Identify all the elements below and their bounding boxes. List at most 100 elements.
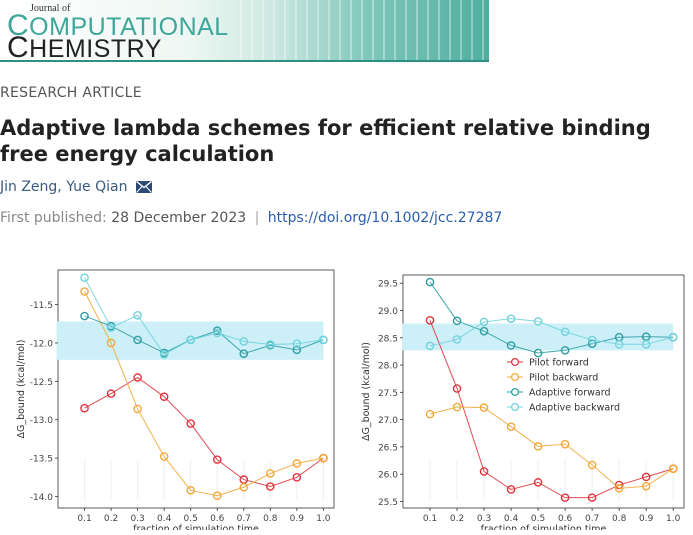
data-point [479,403,489,412]
data-point [239,337,249,346]
x-tick-label: 0.8 [612,514,627,524]
data-point [668,464,678,474]
x-tick-label: 0.3 [477,514,491,524]
legend-entry: Pilot forward [529,358,589,369]
data-point [266,340,275,349]
x-tick-label: 0.4 [504,514,519,524]
journal-logo-line2: CHEMISTRY [7,31,162,62]
data-point [133,310,142,320]
series-line-2 [429,281,674,354]
data-point [266,482,275,491]
series-line-3 [429,318,674,347]
data-point [506,314,516,323]
x-tick-label: 0.7 [585,514,599,524]
y-tick-label: -13.0 [30,416,54,426]
first-published-label: First published: [0,210,107,226]
data-point [533,442,543,451]
authors-text[interactable]: Jin Zeng, Yue Qian [0,179,128,195]
banner-background [0,0,489,62]
y-axis-label: ΔG_bound (kcal/mol) [16,339,27,438]
data-point [266,469,275,478]
y-tick-label: 28.5 [378,334,398,344]
data-point [212,455,222,464]
legend-marker [510,372,520,382]
article-type-label: RESEARCH ARTICLE [0,85,142,101]
x-tick-label: 0.9 [639,514,654,524]
y-tick-label: 27.0 [378,416,398,426]
x-tick-label: 0.2 [450,514,464,524]
x-axis-label: fraction of simulation time [481,524,607,530]
x-tick-label: 1.0 [316,514,331,524]
data-point [452,384,462,393]
data-point [159,452,169,461]
y-tick-label: 26.5 [378,443,398,453]
data-point [239,349,249,358]
data-point [292,339,302,349]
x-tick-label: 0.8 [263,514,278,524]
data-point [159,392,169,401]
data-point [292,459,302,468]
data-point [533,478,543,487]
y-tick-label: 29.5 [378,280,398,290]
data-point [587,460,597,470]
x-axis-label: fraction of simulation time [133,524,259,530]
doi-link[interactable]: https://doi.org/10.1002/jcc.27287 [267,210,503,226]
data-point [212,328,222,338]
legend-entry: Pilot backward [529,373,598,384]
x-tick-label: 0.1 [77,514,91,524]
data-point [425,277,435,287]
legend-entry: Adaptive forward [529,388,611,399]
series-line-1 [84,291,324,497]
plot-frame [57,269,335,509]
data-point [587,335,597,345]
data-point [106,323,116,332]
series-line-3 [84,277,324,356]
series-line-0 [429,320,674,499]
x-tick-label: 0.6 [210,514,225,524]
series-line-0 [84,376,324,488]
x-tick-label: 0.2 [104,514,118,524]
author-list: Jin Zeng, Yue Qian [0,179,152,197]
y-tick-label: -13.5 [30,455,53,465]
y-tick-label: -12.5 [30,378,53,388]
data-point [479,467,489,476]
data-point [425,341,435,351]
y-tick-label: 26.0 [378,471,398,481]
journal-of-text: Journal of [30,3,71,14]
y-tick-label: 28.0 [378,362,398,372]
y-tick-label: 25.5 [378,498,398,508]
data-point [641,481,651,491]
data-point [159,350,169,359]
data-point [452,316,462,326]
x-tick-label: 0.1 [423,514,437,524]
legend-marker [510,357,520,367]
data-point [186,419,195,428]
y-tick-label: -14.0 [30,493,54,503]
data-point [560,439,570,449]
data-point [80,287,89,296]
data-point [506,485,516,494]
data-point [239,482,249,492]
journal-logo-line1: COMPUTATIONAL [7,9,229,42]
data-point [614,339,624,349]
legend-marker [510,402,520,412]
banner-pattern [240,0,489,62]
journal-banner[interactable]: Journal of COMPUTATIONAL CHEMISTRY [0,0,489,62]
y-tick-label: -12.0 [30,339,54,349]
data-point [533,317,543,326]
article-title: Adaptive lambda schemes for efficient re… [0,116,651,166]
data-point [560,327,570,337]
data-point [425,315,435,325]
data-point [533,348,543,358]
figure-chart-left: -11.5 -12.0 -12.5 -13.0 -13.5 -14.0 0.1 0.2 0.3 0… [16,269,335,530]
y-axis-label: ΔG_bound (kcal/mol) [361,342,372,441]
y-tick-label: 27.5 [378,389,398,399]
data-point [641,472,651,482]
x-tick-label: 0.6 [558,514,573,524]
figure-chart-right: 29.5 29.0 28.5 28.0 27.5 27.0 26.5 26.0 25.5 0.1 0… [361,274,685,530]
data-point [425,409,435,419]
banner-border [0,60,489,62]
data-point [587,493,597,502]
x-tick-label: 0.4 [157,514,172,524]
email-icon[interactable] [135,180,152,197]
